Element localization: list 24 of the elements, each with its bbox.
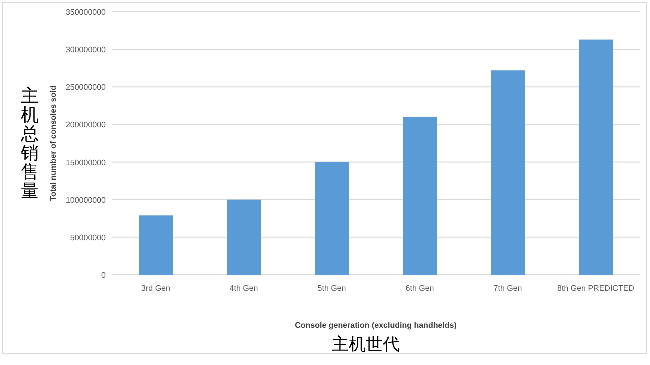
x-tick-label: 7th Gen [494, 284, 522, 293]
x-tick-label: 6th Gen [406, 284, 434, 293]
bar [403, 117, 437, 275]
y-tick-label: 100000000 [66, 196, 107, 205]
x-tick-label: 5th Gen [318, 284, 346, 293]
y-tick-label: 200000000 [66, 120, 107, 130]
y-axis-title: Total number of consoles sold [49, 86, 58, 202]
x-axis-title: Console generation (excluding handhelds) [295, 321, 458, 330]
text: 主机总销售量 [20, 86, 39, 201]
bar [139, 216, 173, 275]
bar [491, 70, 525, 275]
x-tick-label: 8th Gen PREDICTED [558, 284, 635, 293]
y-tick-label: 150000000 [66, 158, 107, 168]
y-tick-label: 50000000 [70, 233, 107, 242]
y-tick-label: 350000000 [66, 8, 107, 17]
x-tick-label: 4th Gen [230, 284, 258, 293]
bar [315, 162, 349, 275]
x-tick-label: 3rd Gen [142, 284, 170, 293]
y-tick-label: 250000000 [66, 83, 107, 92]
bar [227, 200, 261, 275]
bar [579, 40, 613, 275]
y-tick-label: 300000000 [66, 46, 107, 55]
y-tick-label: 0 [102, 271, 107, 280]
text: 主机世代 [332, 335, 400, 354]
